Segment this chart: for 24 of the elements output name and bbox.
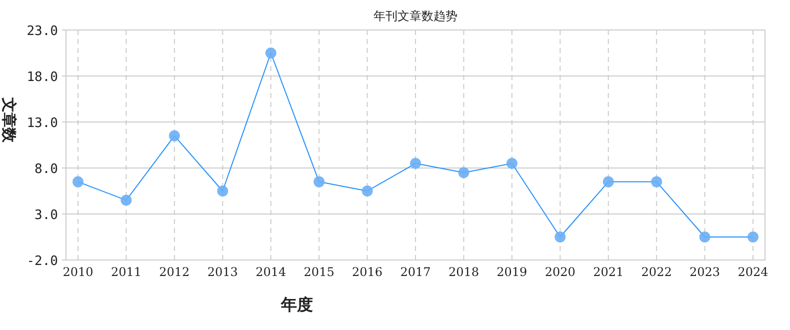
x-tick-label: 2015 (304, 265, 334, 279)
x-tick-label: 2017 (400, 265, 431, 279)
x-axis-title: 年度 (280, 295, 313, 314)
x-tick-label: 2018 (448, 265, 479, 279)
x-tick-label: 2011 (110, 265, 142, 279)
y-tick-label: -2.0 (26, 254, 58, 269)
y-tick-label: 23.0 (26, 24, 58, 39)
y-tick-label: 13.0 (26, 116, 58, 131)
x-tick-label: 2021 (593, 265, 624, 279)
chart-title: 年刊文章数趋势 (374, 9, 458, 23)
x-tick-label: 2016 (352, 265, 383, 279)
y-tick-label: 8.0 (34, 162, 58, 177)
x-tick-label: 2022 (641, 265, 672, 279)
x-tick-label: 2020 (544, 265, 576, 279)
x-tick-label: 2023 (690, 265, 720, 279)
x-tick-label: 2013 (207, 265, 238, 279)
x-tick-label: 2019 (496, 265, 528, 279)
y-tick-label: 3.0 (34, 208, 58, 223)
x-tick-label: 2024 (738, 265, 769, 279)
x-tick-label: 2014 (256, 265, 286, 279)
x-tick-label: 2012 (159, 265, 190, 279)
x-tick-label: 2010 (62, 265, 94, 279)
y-axis-title: 文章数 (0, 96, 18, 144)
y-tick-label: 18.0 (26, 70, 58, 85)
